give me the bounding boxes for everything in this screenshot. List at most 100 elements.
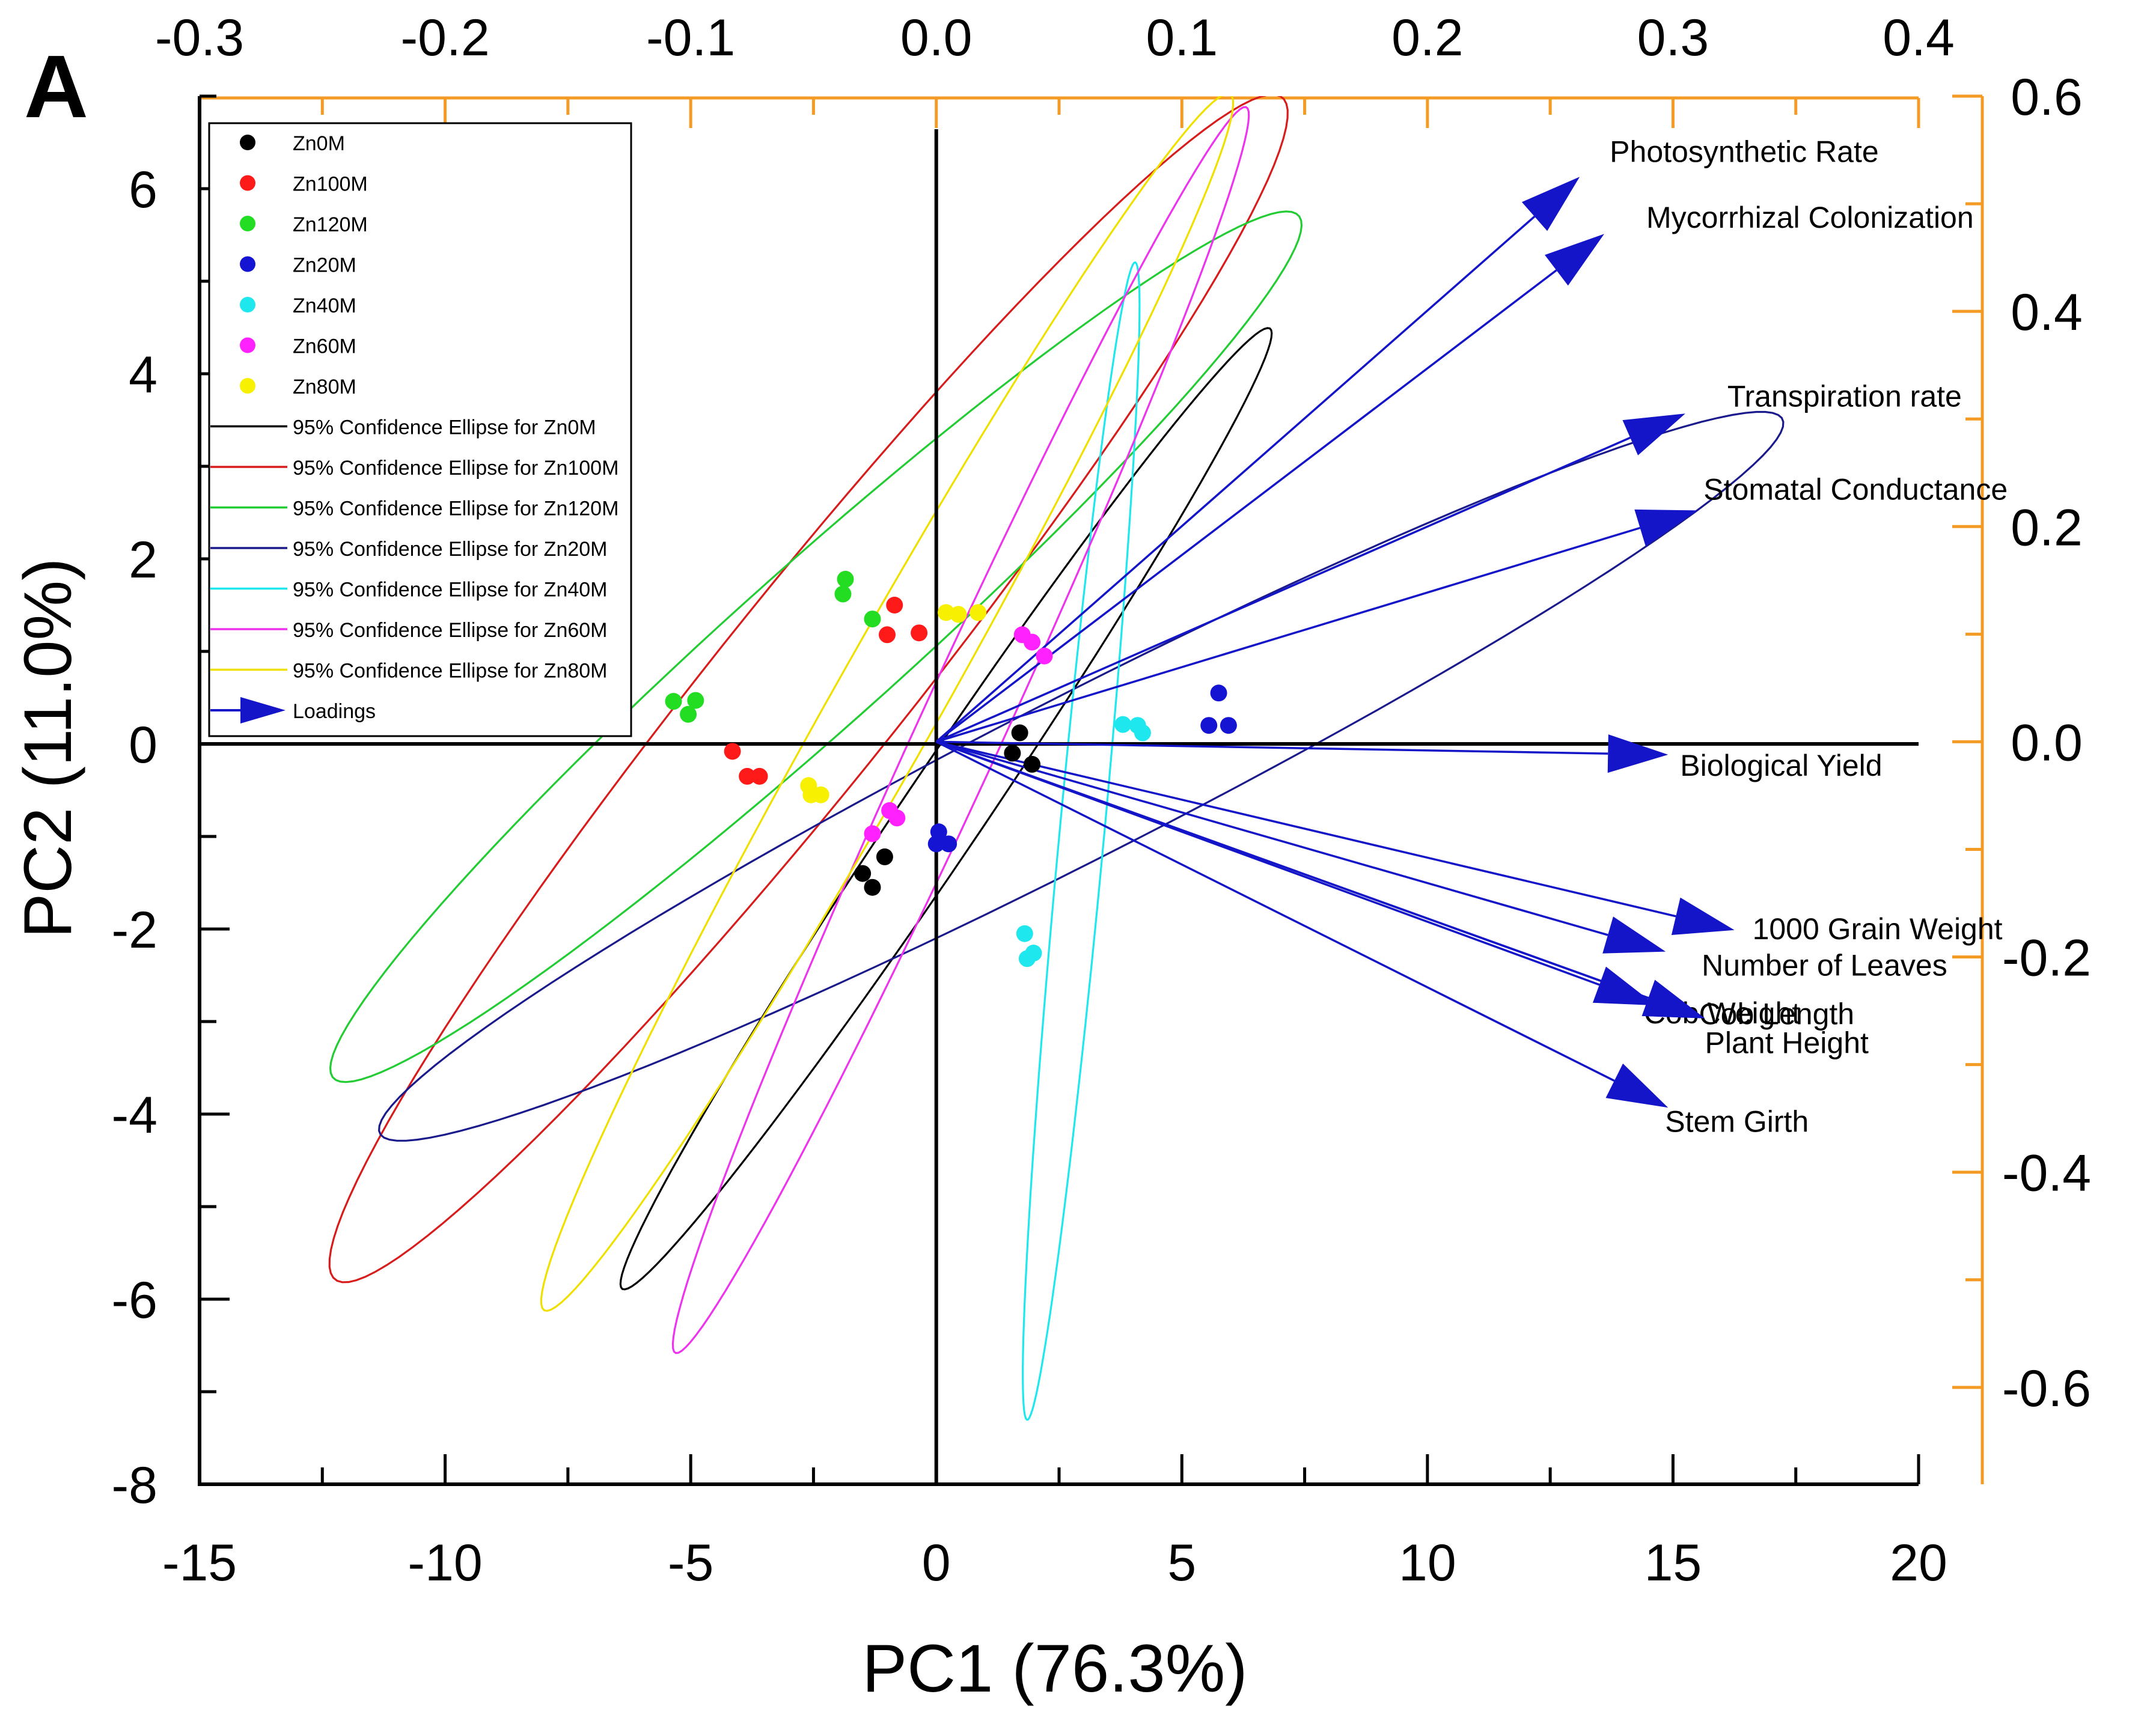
right-axis-tick-label: -0.4 — [2002, 1145, 2091, 1202]
x-axis-tick-label: -5 — [668, 1534, 713, 1592]
legend-label-ellipse-zn20m: 95% Confidence Ellipse for Zn20M — [293, 538, 608, 561]
top-axis-tick-label: -0.2 — [400, 9, 489, 67]
legend-marker-zn0m — [240, 135, 255, 150]
y-axis-tick-label: 6 — [129, 161, 157, 219]
loading-label-transpiration-rate: Transpiration rate — [1727, 379, 1962, 413]
legend-label-zn60m: Zn60M — [293, 335, 356, 358]
loading-line-number-of-leaves — [936, 740, 1608, 936]
y-axis-tick-label: 2 — [129, 531, 157, 589]
point-zn80m — [970, 604, 987, 621]
loading-arrowhead-stomatal-conductance — [1634, 509, 1698, 547]
right-axis-tick-label: -0.2 — [2002, 930, 2091, 987]
score-points — [665, 570, 1237, 967]
point-zn0m — [864, 879, 881, 896]
point-zn120m — [834, 585, 852, 603]
legend-label-ellipse-zn100m: 95% Confidence Ellipse for Zn100M — [293, 457, 618, 480]
x-axis-tick-label: 10 — [1399, 1534, 1456, 1592]
loading-label-cob-length: Cob Length — [1699, 998, 1855, 1031]
legend-marker-zn80m — [240, 378, 255, 394]
x-axis-title: PC1 (76.3%) — [862, 1631, 1247, 1706]
x-axis-tick-label: 20 — [1890, 1534, 1947, 1592]
legend-box — [208, 122, 632, 737]
loading-label-plant-height: Plant Height — [1705, 1026, 1869, 1060]
point-zn20m — [940, 835, 957, 853]
point-zn20m — [1200, 717, 1218, 734]
loading-line-stomatal-conductance — [936, 526, 1641, 743]
point-zn40m — [1016, 925, 1033, 942]
y-axis-tick-label: 4 — [129, 346, 157, 404]
point-zn100m — [739, 767, 756, 785]
loading-label-mycorrhizal-colonization: Mycorrhizal Colonization — [1646, 201, 1974, 234]
top-axis-tick-label: 0.0 — [900, 9, 973, 67]
point-zn60m — [1024, 633, 1041, 651]
point-zn100m — [751, 767, 768, 785]
top-axis-tick-label: 0.2 — [1391, 9, 1464, 67]
legend-loadings-arrow — [240, 697, 286, 723]
loading-arrowhead-1000-grain-weight — [1671, 897, 1735, 935]
top-axis-tick-label: 0.4 — [1883, 9, 1955, 67]
loading-line-transpiration-rate — [936, 436, 1631, 743]
legend-marker-zn20m — [240, 256, 255, 272]
point-zn40m — [1025, 945, 1042, 962]
legend-label-loadings: Loadings — [293, 700, 376, 723]
point-zn80m — [812, 786, 829, 803]
x-axis-tick-label: 15 — [1644, 1534, 1702, 1592]
y-axis-tick-label: -2 — [112, 901, 157, 959]
legend-marker-zn120m — [240, 216, 255, 231]
point-zn120m — [665, 693, 682, 710]
point-zn0m — [876, 848, 893, 865]
point-zn0m — [1004, 745, 1021, 762]
loading-label-stomatal-conductance: Stomatal Conductance — [1703, 472, 2008, 506]
loading-vectors: Photosynthetic Rate Mycorrhizal Colonizat… — [935, 135, 2008, 1138]
legend-label-ellipse-zn40m: 95% Confidence Ellipse for Zn40M — [293, 579, 608, 602]
y-axis-tick-label: -8 — [112, 1457, 157, 1514]
loading-line-photosynthetic-rate — [935, 215, 1536, 743]
loading-label-photosynthetic-rate: Photosynthetic Rate — [1610, 135, 1879, 168]
loading-line-mycorrhizal-colonization — [935, 269, 1557, 743]
loading-arrowhead-biological-yield — [1607, 734, 1669, 773]
y-axis-tick-label: 0 — [129, 716, 157, 774]
legend-marker-zn60m — [240, 337, 255, 353]
top-secondary-axis: -0.3 -0.2 -0.1 0.0 0.1 0.2 0.3 0.4 — [155, 9, 1955, 128]
point-zn100m — [886, 597, 903, 614]
ellipse-zn120m — [329, 210, 1303, 1083]
point-zn0m — [854, 865, 872, 882]
point-zn100m — [724, 743, 741, 760]
legend-label-zn40m: Zn40M — [293, 294, 356, 317]
ellipse-zn0m — [619, 327, 1273, 1291]
x-axis-tick-label: -15 — [162, 1534, 237, 1592]
legend-label-zn80m: Zn80M — [293, 376, 356, 398]
point-zn20m — [1220, 717, 1237, 734]
y-axis-tick-label: -4 — [112, 1086, 157, 1144]
point-zn60m — [1036, 647, 1053, 665]
point-zn0m — [1024, 755, 1041, 773]
legend-label-ellipse-zn60m: 95% Confidence Ellipse for Zn60M — [293, 619, 608, 642]
point-zn100m — [911, 624, 928, 642]
top-axis-tick-label: 0.3 — [1637, 9, 1709, 67]
point-zn60m — [864, 825, 881, 842]
loading-arrowhead-mycorrhizal-colonization — [1545, 234, 1605, 286]
x-axis-tick-label: -10 — [408, 1534, 482, 1592]
loading-arrowhead-plant-height — [1641, 979, 1705, 1019]
top-axis-tick-label: 0.1 — [1146, 9, 1218, 67]
right-axis-tick-label: 0.0 — [2011, 714, 2083, 772]
loading-line-biological-yield — [936, 740, 1608, 755]
point-zn120m — [687, 692, 704, 709]
ellipse-zn100m — [328, 96, 1289, 1284]
y-axis-title: PC2 (11.0%) — [10, 558, 85, 939]
legend-marker-zn40m — [240, 297, 255, 312]
point-zn0m — [1011, 724, 1028, 742]
loading-arrowhead-number-of-leaves — [1602, 916, 1666, 954]
x-axis-tick-label: 0 — [922, 1534, 951, 1592]
point-zn120m — [680, 705, 697, 723]
point-zn60m — [888, 809, 906, 827]
legend-label-zn100m: Zn100M — [293, 173, 368, 196]
point-zn120m — [837, 570, 854, 588]
loading-arrowhead-stem-girth — [1605, 1063, 1669, 1108]
legend-label-ellipse-zn120m: 95% Confidence Ellipse for Zn120M — [293, 498, 618, 520]
legend-label-zn120m: Zn120M — [293, 213, 368, 236]
legend-marker-zn100m — [240, 175, 255, 191]
point-zn100m — [879, 626, 896, 644]
loading-label-1000-grain-weight: 1000 Grain Weight — [1753, 912, 2003, 946]
